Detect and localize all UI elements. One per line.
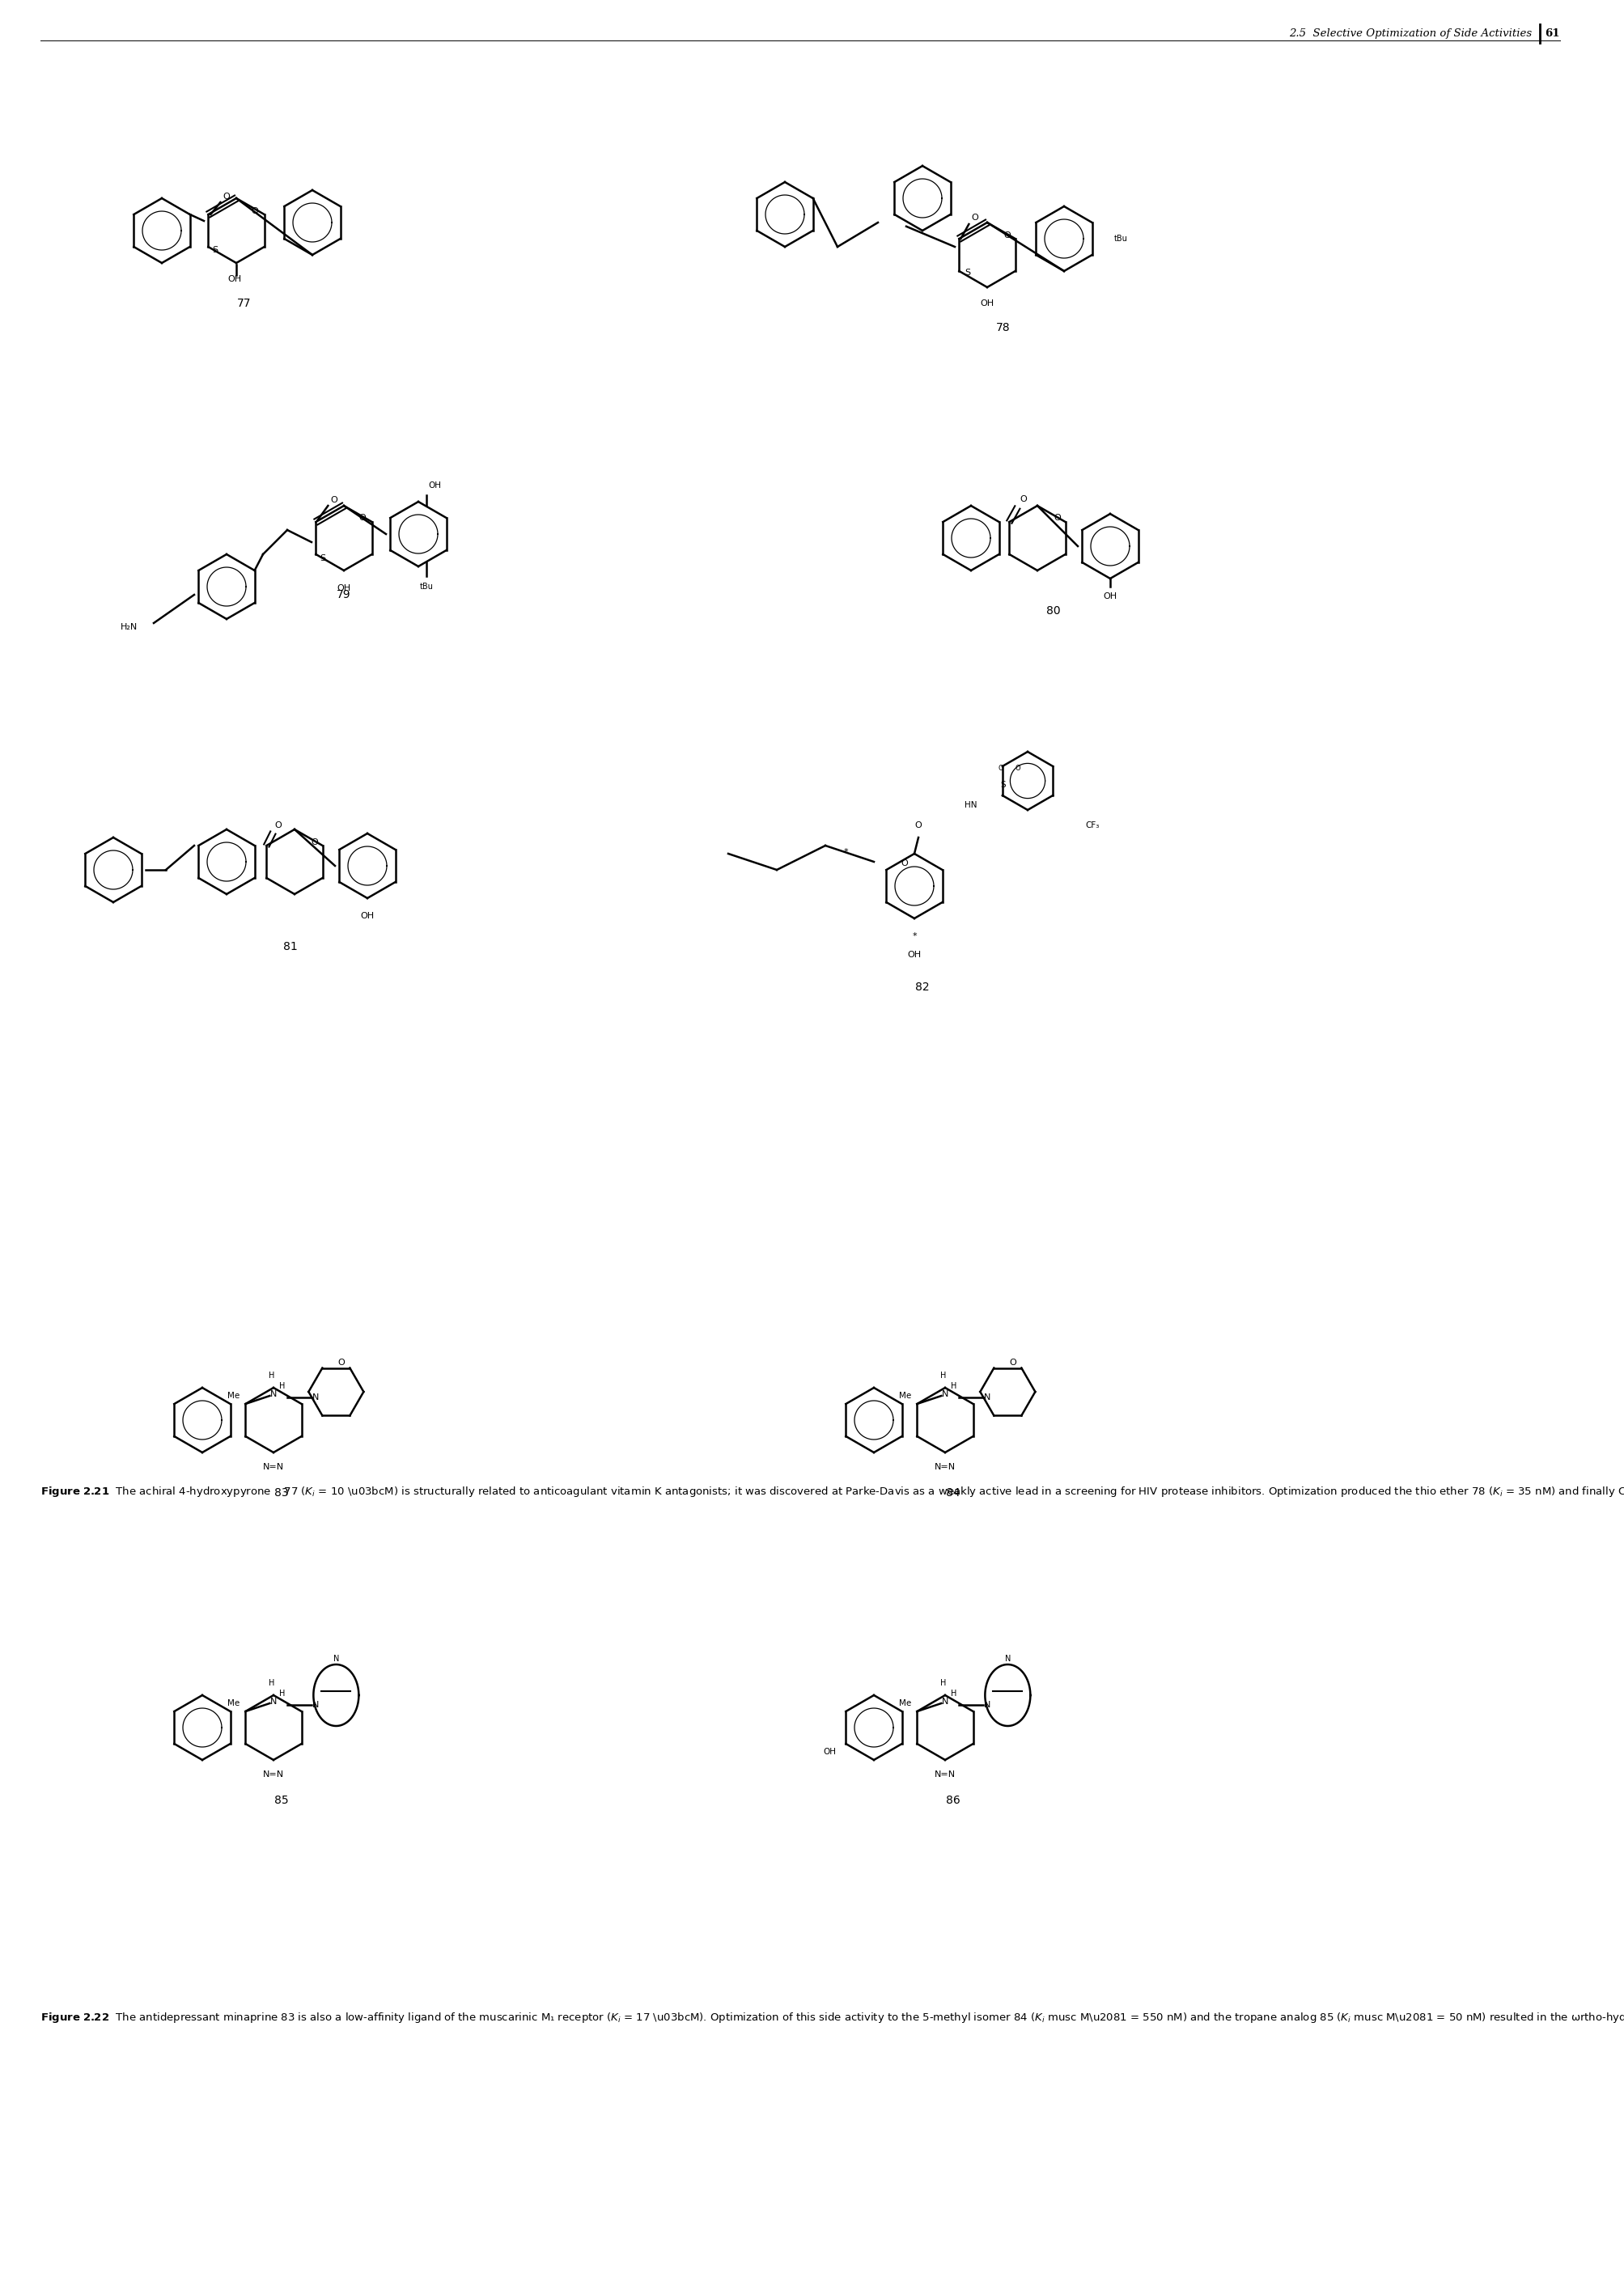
Text: O: O xyxy=(222,193,229,200)
Text: N: N xyxy=(942,1390,948,1399)
Text: O: O xyxy=(1018,496,1026,502)
Text: OH: OH xyxy=(427,482,440,489)
Text: 86: 86 xyxy=(945,1794,960,1805)
Text: N: N xyxy=(942,1698,948,1707)
Text: H: H xyxy=(279,1691,284,1698)
Text: N: N xyxy=(270,1390,278,1399)
Text: O: O xyxy=(274,821,281,830)
Text: O: O xyxy=(1004,232,1010,239)
Text: S: S xyxy=(211,245,218,255)
Text: 81: 81 xyxy=(283,941,297,952)
Text: O: O xyxy=(1015,766,1020,773)
Text: OH: OH xyxy=(906,950,921,959)
Text: 77: 77 xyxy=(237,298,252,310)
Text: tBu: tBu xyxy=(419,583,434,590)
Text: tBu: tBu xyxy=(1114,234,1127,243)
Text: H: H xyxy=(279,1381,284,1390)
Text: N: N xyxy=(1004,1654,1010,1663)
Text: 83: 83 xyxy=(274,1487,289,1498)
Text: *: * xyxy=(911,931,916,941)
Text: O: O xyxy=(338,1358,344,1367)
Text: N=N: N=N xyxy=(934,1771,955,1778)
Text: N=N: N=N xyxy=(934,1464,955,1470)
Text: H: H xyxy=(950,1691,957,1698)
Text: N=N: N=N xyxy=(263,1771,284,1778)
Text: N: N xyxy=(312,1700,318,1709)
Text: N: N xyxy=(312,1392,318,1402)
Text: O: O xyxy=(330,496,338,505)
Text: N: N xyxy=(270,1698,278,1707)
Text: H: H xyxy=(940,1372,947,1379)
Text: O: O xyxy=(901,860,908,867)
Text: 61: 61 xyxy=(1544,28,1559,39)
Text: O: O xyxy=(310,837,318,846)
Text: O: O xyxy=(359,514,365,523)
Text: 80: 80 xyxy=(1046,606,1060,617)
Text: 78: 78 xyxy=(996,321,1010,333)
Text: 84: 84 xyxy=(945,1487,960,1498)
Text: OH: OH xyxy=(336,585,351,592)
Text: HN: HN xyxy=(965,801,976,810)
Text: H₂N: H₂N xyxy=(120,624,138,631)
Text: O: O xyxy=(997,766,1004,773)
Text: OH: OH xyxy=(823,1748,836,1755)
Text: 2.5  Selective Optimization of Side Activities: 2.5 Selective Optimization of Side Activ… xyxy=(1288,28,1531,39)
Text: 85: 85 xyxy=(274,1794,289,1805)
Text: CF₃: CF₃ xyxy=(1085,821,1099,830)
Text: H: H xyxy=(268,1679,274,1686)
Text: OH: OH xyxy=(361,913,374,920)
Text: 79: 79 xyxy=(336,590,351,601)
Text: Me: Me xyxy=(898,1700,911,1707)
Text: S: S xyxy=(320,555,325,562)
Text: O: O xyxy=(914,821,921,830)
Text: Me: Me xyxy=(227,1700,239,1707)
Text: H: H xyxy=(950,1381,957,1390)
Text: O: O xyxy=(252,206,258,216)
Text: Me: Me xyxy=(227,1392,239,1399)
Text: OH: OH xyxy=(1103,592,1117,601)
Text: H: H xyxy=(268,1372,274,1379)
Text: O: O xyxy=(971,213,978,223)
Text: O: O xyxy=(1054,514,1060,523)
Text: S: S xyxy=(965,268,970,278)
Text: OH: OH xyxy=(979,301,994,307)
Text: O: O xyxy=(1009,1358,1017,1367)
Text: $\bf{Figure\ 2.22}$  The antidepressant minaprine 83 is also a low-affinity liga: $\bf{Figure\ 2.22}$ The antidepressant m… xyxy=(41,2012,1624,2026)
Text: OH: OH xyxy=(227,275,242,282)
Text: $\bf{Figure\ 2.21}$  The achiral 4-hydroxypyrone    77 ($\it{K}$$_i$ = 10 \u03bc: $\bf{Figure\ 2.21}$ The achiral 4-hydrox… xyxy=(41,1484,1624,1498)
Text: 82: 82 xyxy=(914,982,929,993)
Text: N: N xyxy=(984,1700,991,1709)
Text: N: N xyxy=(333,1654,339,1663)
Text: N=N: N=N xyxy=(263,1464,284,1470)
Text: S: S xyxy=(1000,780,1005,789)
Text: *: * xyxy=(843,849,848,856)
Text: Me: Me xyxy=(898,1392,911,1399)
Text: H: H xyxy=(940,1679,947,1686)
Text: N: N xyxy=(984,1392,991,1402)
